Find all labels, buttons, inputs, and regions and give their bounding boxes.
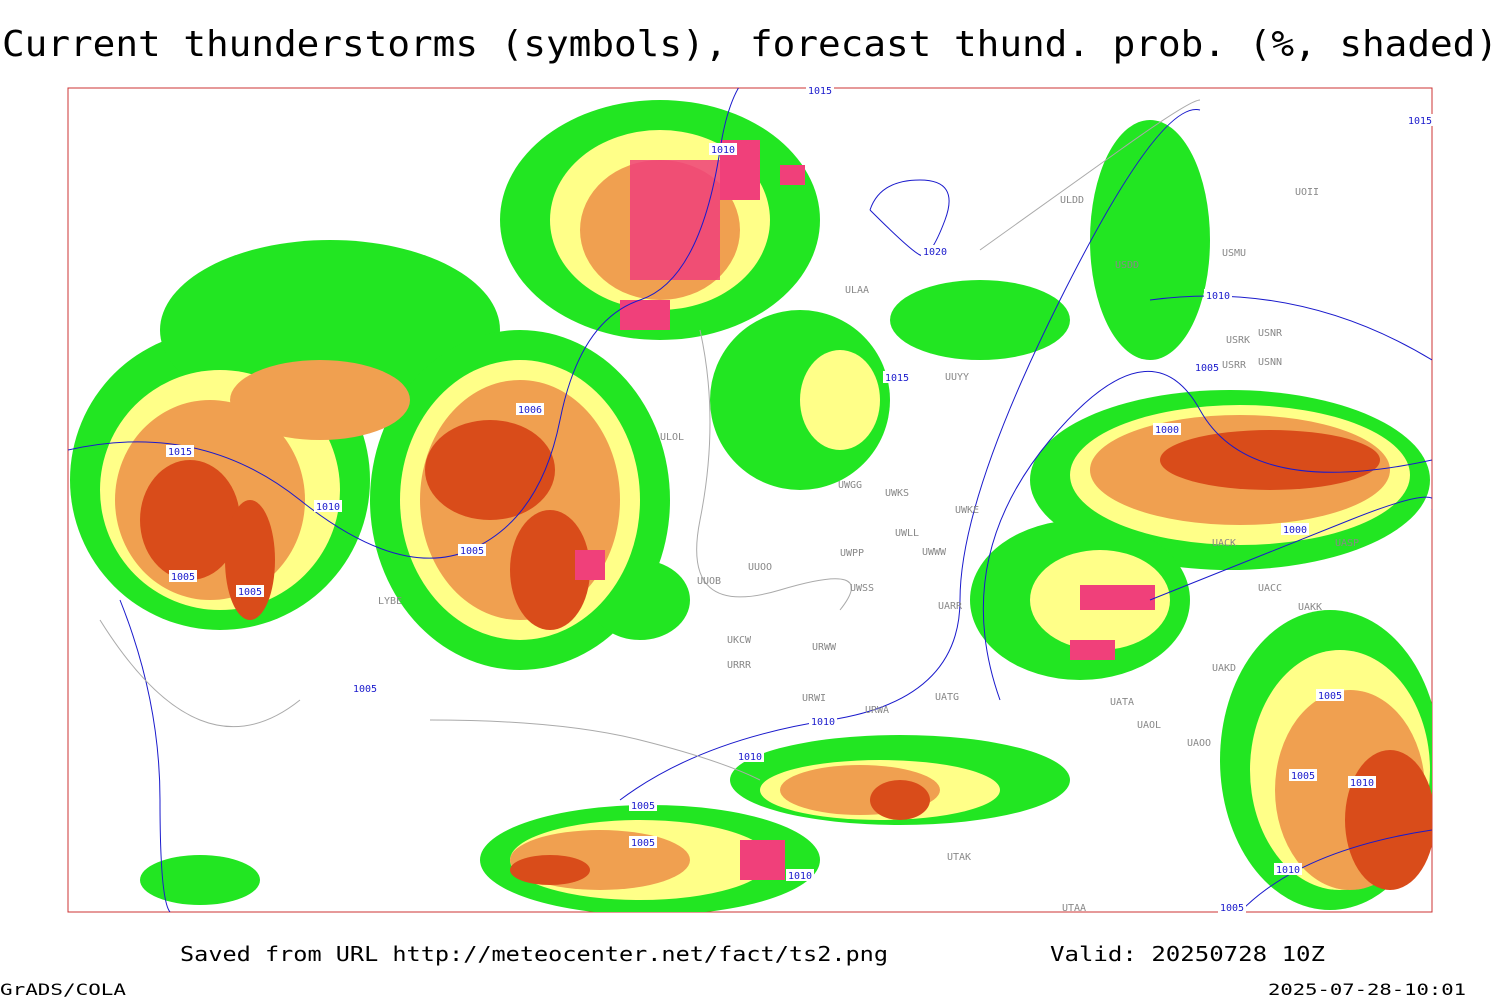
isobar-label-bg	[736, 750, 764, 762]
isobar-label-bg	[314, 500, 342, 512]
isobar-label-bg	[806, 84, 834, 96]
station-label: USNR	[1258, 328, 1283, 339]
isobar-label-bg	[1274, 863, 1302, 875]
isobar-label: 1010	[1206, 291, 1230, 302]
station-label: UWPP	[840, 548, 864, 559]
isobar-label-bg	[166, 445, 194, 457]
isobar-label: 1005	[1291, 771, 1315, 782]
isobar-label-bg	[1193, 361, 1221, 373]
isobar-label: 1005	[631, 838, 655, 849]
station-label: UTAA	[1062, 903, 1086, 914]
isobar-label-bg	[786, 869, 814, 881]
isobar-label: 1005	[1220, 903, 1244, 914]
isobar-label-bg	[629, 836, 657, 848]
isobar-label-bg	[236, 585, 264, 597]
station-label: UWWW	[922, 547, 947, 558]
isobar-label: 1005	[171, 572, 195, 583]
isobar-label-bg	[1289, 769, 1317, 781]
station-label: UWLL	[895, 528, 919, 539]
isobar-label: 1010	[711, 145, 735, 156]
station-label: UTAK	[947, 852, 971, 863]
station-label: USDD	[1115, 260, 1139, 271]
isobar-label-bg	[458, 544, 486, 556]
isobar-label-bg	[351, 682, 379, 694]
station-label: USRR	[1222, 360, 1247, 371]
isobar-label-bg	[1406, 114, 1434, 126]
station-label: UACK	[1212, 538, 1236, 549]
station-label: UARR	[938, 601, 963, 612]
station-label: USNN	[1258, 357, 1282, 368]
station-label: URWA	[865, 705, 889, 716]
station-label: UUOO	[748, 562, 772, 573]
station-label: UWKS	[885, 488, 909, 499]
isobar-label: 1000	[1283, 525, 1307, 536]
station-label: USRK	[1226, 335, 1250, 346]
isobar-label: 1005	[1318, 691, 1342, 702]
station-label: UUOB	[697, 576, 721, 587]
isobar-label: 1005	[353, 684, 377, 695]
isobar-label: 1010	[788, 871, 812, 882]
isobar-label: 1010	[738, 752, 762, 763]
station-label: UATG	[935, 692, 959, 703]
isobar-label: 1005	[631, 801, 655, 812]
isobar-label: 1020	[923, 247, 947, 258]
isobar-label-bg	[1281, 523, 1309, 535]
isobar-label: 1005	[1195, 363, 1219, 374]
station-labels: ULAA ULDD USDD UOII USMU USRK USNR USRR …	[378, 187, 1359, 914]
isobar-label: 1010	[811, 717, 835, 728]
station-label: UACC	[1258, 583, 1282, 594]
isobar-label: 1006	[518, 405, 542, 416]
station-label: ULAA	[845, 285, 869, 296]
station-label: ULDD	[1060, 195, 1084, 206]
isobar-label-bg	[809, 715, 837, 727]
isobar-label-bg	[709, 143, 737, 155]
timestamp-text: 2025-07-28-10:01	[1268, 980, 1466, 999]
station-label: UWGG	[838, 480, 862, 491]
station-label: USMU	[1222, 248, 1246, 259]
source-text: Saved from URL http://meteocenter.net/fa…	[180, 942, 888, 966]
station-label: UASP	[1335, 538, 1359, 549]
isobar-label: 1015	[885, 373, 909, 384]
station-label: UUYY	[945, 372, 969, 383]
station-label: UAKD	[1212, 663, 1236, 674]
isobar-label-bg	[169, 570, 197, 582]
isobar-label-bg	[921, 245, 949, 257]
isobar-label: 1000	[1155, 425, 1179, 436]
isobar-label-bg	[883, 371, 911, 383]
station-label: URWI	[802, 693, 826, 704]
isobar-label: 1010	[1276, 865, 1300, 876]
isobar-label-bg	[629, 799, 657, 811]
station-label: UAKK	[1298, 602, 1322, 613]
isobar-label-bg	[1153, 423, 1181, 435]
isobar-label: 1010	[1350, 778, 1374, 789]
station-label: UWKE	[955, 505, 979, 516]
station-label: UAOL	[1137, 720, 1161, 731]
title: Current thunderstorms (symbols), forecas…	[2, 24, 1498, 65]
isobar-labels: 1015 1010 1020 1015 1010 1005 1000 1000 1006 1015…	[166, 84, 1434, 914]
station-label: LYBE	[378, 596, 402, 607]
station-label: UOII	[1295, 187, 1319, 198]
isobar-label: 1015	[1408, 116, 1432, 127]
isobar-label: 1010	[316, 502, 340, 513]
station-label: UATA	[1110, 697, 1134, 708]
station-label: URWW	[812, 642, 837, 653]
isobar-label-bg	[1204, 289, 1232, 301]
isobar-label: 1015	[168, 447, 192, 458]
valid-text: Valid: 20250728 10Z	[1050, 942, 1325, 966]
station-label: URRR	[727, 660, 752, 671]
isobar-label-bg	[1348, 776, 1376, 788]
map	[67, 87, 1433, 913]
software-text: GrADS/COLA	[0, 980, 126, 999]
station-label: UWSS	[850, 583, 874, 594]
isobar-label-bg	[516, 403, 544, 415]
isobar-label: 1015	[808, 86, 832, 97]
station-label: ULOL	[660, 432, 684, 443]
isobar-label-bg	[1316, 689, 1344, 701]
station-label: UAOO	[1187, 738, 1211, 749]
station-label: UKCW	[727, 635, 752, 646]
isobar-label-bg	[1218, 901, 1246, 913]
isobar-label: 1005	[238, 587, 262, 598]
isobar-label: 1005	[460, 546, 484, 557]
